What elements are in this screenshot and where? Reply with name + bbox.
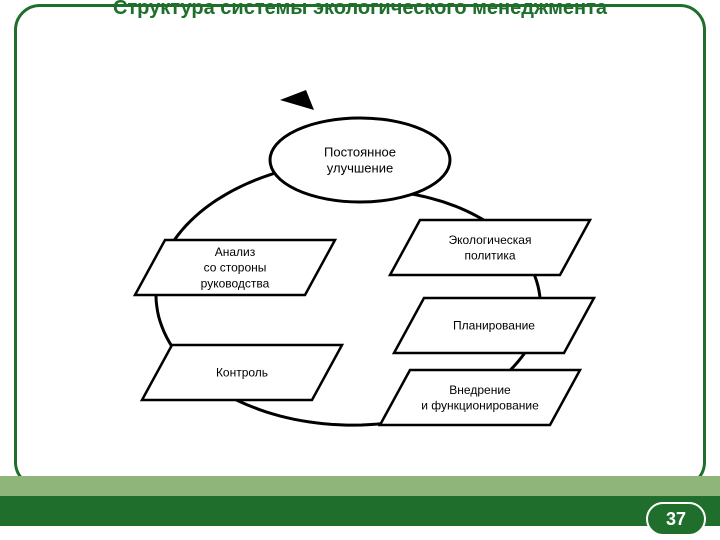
node-label: Экологическая [449,233,532,247]
node-label: политика [465,249,516,263]
node-analysis: Анализ со стороныруководства [135,240,335,295]
node-label: улучшение [327,161,393,176]
footer-band-light [0,476,720,496]
footer-band-dark [0,496,720,526]
node-impl: Внедрение и функционирование [380,370,580,425]
node-planning: Планирование [394,298,594,353]
node-control: Контроль [142,345,342,400]
node-label: Постоянное [324,144,396,159]
node-label: руководства [201,276,270,290]
node-label: со стороны [204,261,267,275]
node-label: Планирование [453,319,535,333]
cycle-arrowhead [280,90,314,110]
node-label: Внедрение [449,383,511,397]
page-number: 37 [646,502,706,536]
node-label: Контроль [216,366,268,380]
node-label: Анализ [215,245,256,259]
node-label: и функционирование [421,399,539,413]
node-policy: Экологическая политика [390,220,590,275]
ems-cycle-diagram: Постоянное улучшение Анализ со стороныруков… [0,0,720,540]
